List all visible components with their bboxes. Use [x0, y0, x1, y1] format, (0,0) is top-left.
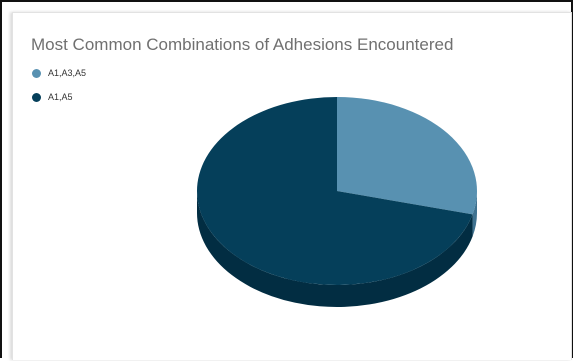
- pie-slice-1[interactable]: [196, 97, 473, 285]
- legend-swatch-0: [32, 68, 41, 78]
- legend-swatch-1: [32, 92, 41, 102]
- pie-slice-side-1: [197, 191, 473, 307]
- pie-tops: [196, 97, 478, 285]
- legend-label-1: A1,A5: [48, 92, 73, 102]
- legend-item-1[interactable]: A1,A5: [32, 91, 86, 103]
- pie-slice-0[interactable]: [337, 97, 478, 215]
- chart-card: Most Common Combinations of Adhesions En…: [12, 12, 572, 360]
- pie-sides: [197, 191, 477, 307]
- chart-legend: A1,A3,A5 A1,A5: [32, 67, 86, 115]
- legend-label-0: A1,A3,A5: [48, 68, 87, 78]
- pie-slice-side-0: [472, 191, 477, 237]
- legend-item-0[interactable]: A1,A3,A5: [32, 67, 86, 79]
- pie-chart: [196, 97, 478, 307]
- chart-title: Most Common Combinations of Adhesions En…: [31, 35, 454, 54]
